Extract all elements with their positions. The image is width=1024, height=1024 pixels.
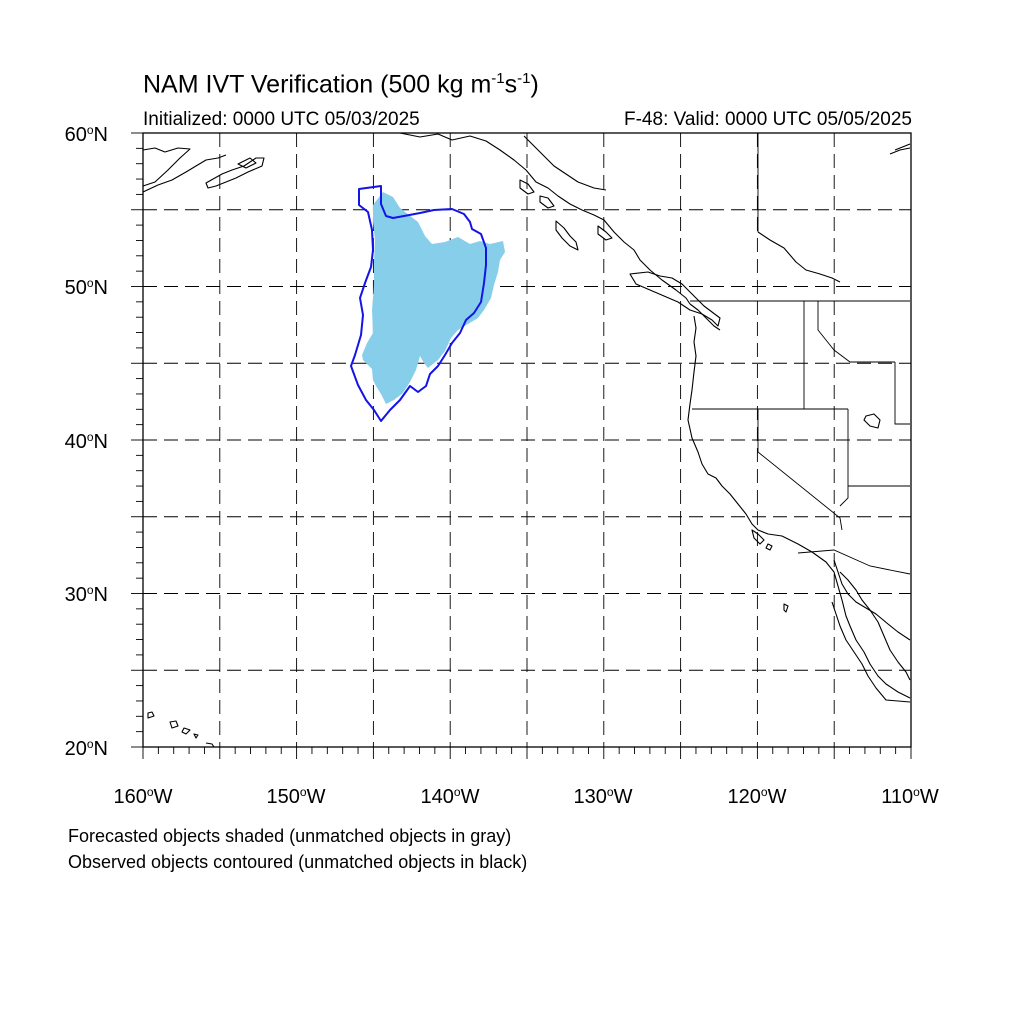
lat-label-60: 60oN [64, 123, 108, 146]
lat-label-50: 50oN [64, 276, 108, 299]
political-boundaries [690, 133, 911, 575]
lon-label-130: 130oW [573, 785, 633, 808]
lon-label-120: 120oW [727, 785, 787, 808]
lat-label-20: 20oN [64, 737, 108, 760]
footnote-forecast: Forecasted objects shaded (unmatched obj… [68, 826, 512, 846]
chart-title: NAM IVT Verification (500 kg m-1s-1) [143, 70, 539, 99]
lon-label-150: 150oW [266, 785, 326, 808]
footnote-observed: Observed objects contoured (unmatched ob… [68, 852, 528, 872]
coastlines [142, 132, 911, 748]
lon-label-110: 110oW [881, 785, 939, 808]
lon-label-140: 140oW [420, 785, 480, 808]
forecast-ivt-object [362, 192, 505, 404]
lon-label-160: 160oW [113, 785, 173, 808]
plot-frame [142, 132, 912, 748]
axis-ticks [131, 132, 912, 759]
lat-label-40: 40oN [64, 430, 108, 453]
lat-label-30: 30oN [64, 583, 108, 606]
valid-time-label: F-48: Valid: 0000 UTC 05/05/2025 [624, 109, 912, 130]
init-time-label: Initialized: 0000 UTC 05/03/2025 [143, 109, 420, 130]
observed-ivt-contour [350, 185, 487, 422]
graticule [143, 133, 911, 747]
